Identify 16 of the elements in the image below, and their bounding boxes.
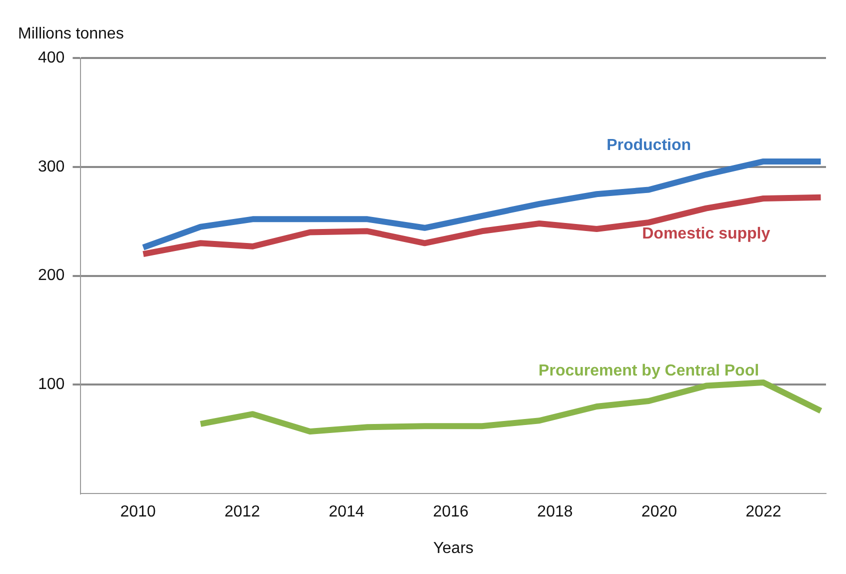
x-tick-label: 2018 bbox=[537, 504, 573, 521]
y-tick-label: 300 bbox=[38, 158, 65, 176]
y-axis-title: Millions tonnes bbox=[18, 25, 124, 42]
y-tick-label: 100 bbox=[38, 376, 65, 394]
series-label: Production bbox=[606, 137, 692, 154]
x-tick-label: 2010 bbox=[120, 504, 156, 521]
series-label: Domestic supply bbox=[642, 226, 770, 243]
y-tick-label: 400 bbox=[38, 49, 65, 66]
x-tick-label: 2020 bbox=[641, 504, 678, 521]
y-tick-label: 200 bbox=[38, 267, 65, 284]
x-tick-label: 2016 bbox=[432, 504, 469, 521]
x-tick-label: 2012 bbox=[224, 504, 260, 521]
x-tick-label: 2022 bbox=[746, 504, 782, 521]
series-label: Procurement by Central Pool bbox=[538, 362, 760, 380]
x-tick-label: 2014 bbox=[328, 504, 364, 521]
x-axis-title: Years bbox=[433, 540, 474, 557]
